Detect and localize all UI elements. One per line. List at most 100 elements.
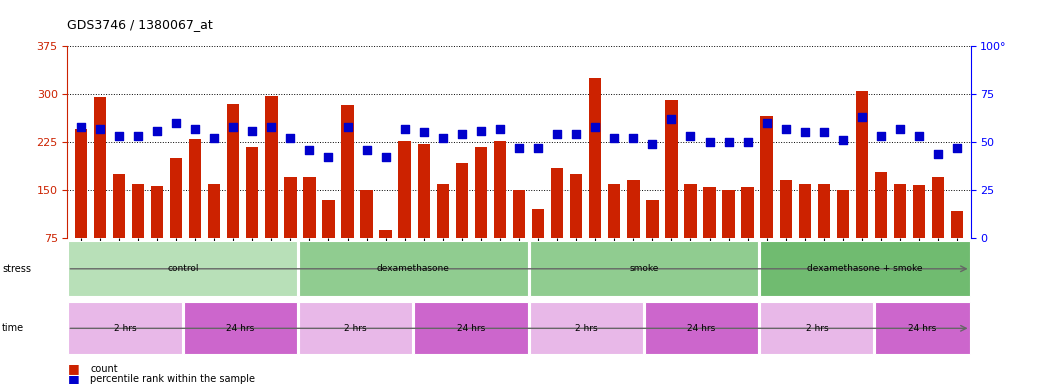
Bar: [912, 185, 925, 238]
Bar: [760, 303, 874, 354]
Bar: [360, 190, 373, 238]
Point: [397, 126, 413, 132]
Text: 2 hrs: 2 hrs: [345, 324, 367, 333]
Point: [777, 126, 794, 132]
Text: 24 hrs: 24 hrs: [226, 324, 254, 333]
Point: [682, 133, 699, 139]
Bar: [951, 210, 963, 238]
Point: [282, 135, 299, 141]
Point: [606, 135, 623, 141]
Point: [130, 133, 146, 139]
Point: [263, 124, 279, 130]
Text: ■: ■: [67, 373, 79, 384]
Bar: [551, 168, 564, 238]
Text: 2 hrs: 2 hrs: [575, 324, 598, 333]
Bar: [303, 177, 316, 238]
Bar: [417, 144, 430, 238]
Bar: [299, 241, 527, 296]
Point: [358, 147, 375, 153]
Point: [529, 145, 546, 151]
Point: [225, 124, 242, 130]
Bar: [299, 303, 412, 354]
Point: [168, 120, 185, 126]
Bar: [529, 303, 643, 354]
Bar: [474, 147, 487, 238]
Bar: [151, 185, 163, 238]
Bar: [645, 303, 758, 354]
Point: [910, 133, 927, 139]
Bar: [627, 180, 639, 238]
Point: [873, 133, 890, 139]
Bar: [818, 184, 830, 238]
Text: dexamethasone: dexamethasone: [377, 264, 449, 273]
Bar: [798, 184, 811, 238]
Bar: [93, 97, 106, 238]
Bar: [322, 200, 334, 238]
Point: [853, 114, 870, 120]
Point: [586, 124, 603, 130]
Point: [663, 116, 680, 122]
Point: [930, 151, 947, 157]
Point: [454, 131, 470, 137]
Bar: [529, 241, 758, 296]
Point: [435, 135, 452, 141]
Point: [796, 129, 813, 136]
Bar: [760, 241, 969, 296]
Bar: [780, 180, 792, 238]
Point: [320, 154, 336, 161]
Bar: [531, 209, 544, 238]
Bar: [837, 190, 849, 238]
Bar: [761, 116, 773, 238]
Bar: [722, 190, 735, 238]
Point: [702, 139, 718, 145]
Bar: [741, 187, 754, 238]
Point: [892, 126, 908, 132]
Bar: [380, 230, 391, 238]
Point: [949, 145, 965, 151]
Bar: [704, 187, 716, 238]
Bar: [208, 184, 220, 238]
Bar: [265, 96, 277, 238]
Point: [472, 127, 489, 134]
Bar: [113, 174, 126, 238]
Text: time: time: [2, 323, 24, 333]
Text: 2 hrs: 2 hrs: [805, 324, 828, 333]
Text: GDS3746 / 1380067_at: GDS3746 / 1380067_at: [67, 18, 213, 31]
Bar: [246, 147, 258, 238]
Point: [244, 127, 261, 134]
Bar: [513, 190, 525, 238]
Bar: [684, 184, 696, 238]
Bar: [875, 303, 969, 354]
Bar: [189, 139, 201, 238]
Bar: [589, 78, 601, 238]
Bar: [456, 163, 468, 238]
Point: [73, 124, 89, 130]
Point: [568, 131, 584, 137]
Bar: [75, 129, 87, 238]
Text: dexamethasone + smoke: dexamethasone + smoke: [808, 264, 923, 273]
Bar: [932, 177, 945, 238]
Bar: [399, 141, 411, 238]
Point: [415, 129, 432, 136]
Text: smoke: smoke: [629, 264, 658, 273]
Bar: [894, 184, 906, 238]
Text: percentile rank within the sample: percentile rank within the sample: [90, 374, 255, 384]
Point: [91, 126, 108, 132]
Point: [111, 133, 128, 139]
Text: count: count: [90, 364, 118, 374]
Point: [492, 126, 509, 132]
Text: 2 hrs: 2 hrs: [114, 324, 136, 333]
Point: [835, 137, 851, 143]
Bar: [284, 177, 297, 238]
Bar: [69, 241, 297, 296]
Bar: [132, 184, 144, 238]
Bar: [184, 303, 297, 354]
Point: [378, 154, 394, 161]
Point: [816, 129, 832, 136]
Text: 24 hrs: 24 hrs: [457, 324, 485, 333]
Point: [759, 120, 775, 126]
Point: [644, 141, 660, 147]
Point: [206, 135, 222, 141]
Point: [339, 124, 356, 130]
Point: [187, 126, 203, 132]
